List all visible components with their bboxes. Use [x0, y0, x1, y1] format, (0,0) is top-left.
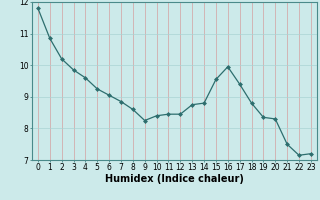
X-axis label: Humidex (Indice chaleur): Humidex (Indice chaleur)	[105, 174, 244, 184]
